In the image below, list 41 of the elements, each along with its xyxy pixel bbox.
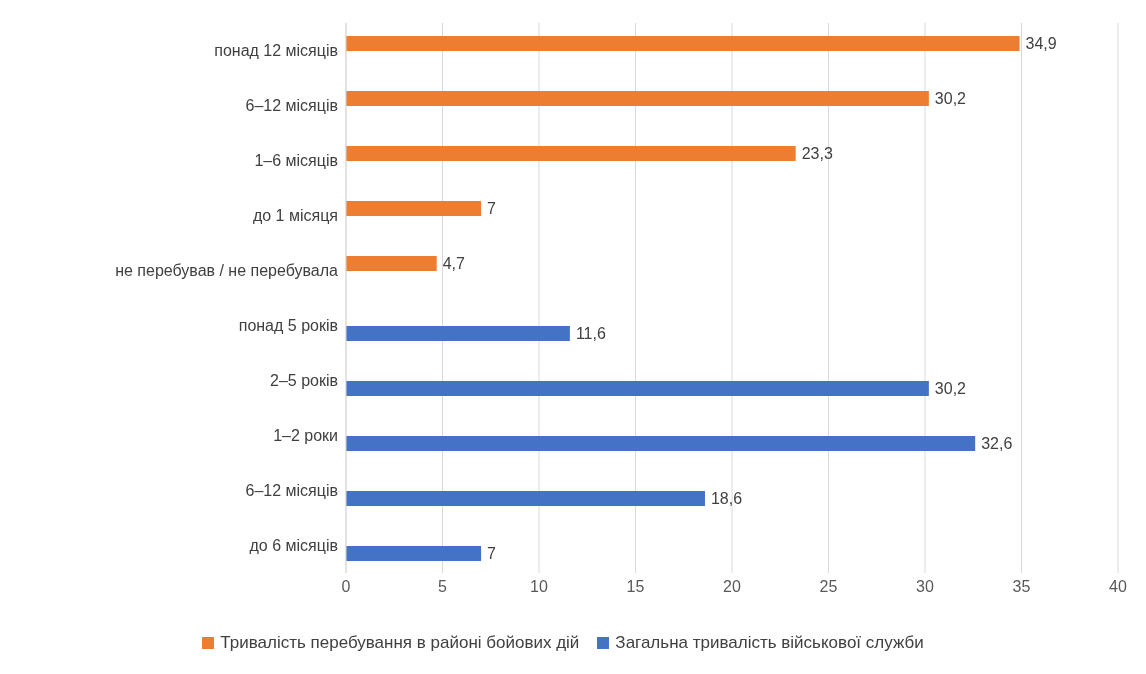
data-label: 11,6 bbox=[575, 325, 606, 342]
y-tick-label: 1–2 роки bbox=[273, 427, 338, 445]
y-tick-label: 6–12 місяців bbox=[245, 482, 338, 500]
x-tick-label: 15 bbox=[626, 578, 645, 596]
bar bbox=[346, 91, 929, 106]
y-tick-label: до 6 місяців bbox=[249, 537, 338, 555]
data-label: 7 bbox=[487, 545, 497, 562]
bar bbox=[346, 146, 796, 161]
y-tick-label: понад 12 місяців bbox=[214, 42, 338, 60]
bar bbox=[346, 381, 929, 396]
bar bbox=[346, 36, 1020, 51]
y-tick-label: не перебував / не перебувала bbox=[115, 262, 339, 280]
x-tick-label: 30 bbox=[916, 578, 934, 596]
y-tick-label: 6–12 місяців bbox=[245, 97, 338, 115]
bar bbox=[346, 201, 482, 216]
x-tick-label: 10 bbox=[530, 578, 548, 596]
data-label: 30,2 bbox=[934, 380, 967, 397]
data-label: 34,9 bbox=[1025, 35, 1057, 52]
bar bbox=[346, 491, 705, 506]
legend-label: Тривалість перебування в районі бойових дій bbox=[219, 633, 580, 653]
x-tick-label: 35 bbox=[1012, 578, 1031, 596]
x-tick-label: 0 bbox=[341, 578, 351, 596]
x-tick-label: 40 bbox=[1109, 578, 1127, 596]
bar bbox=[346, 436, 976, 451]
y-tick-label: до 1 місяця bbox=[252, 207, 338, 225]
data-label: 18,6 bbox=[710, 490, 743, 507]
y-tick-label: 2–5 років bbox=[270, 372, 338, 390]
x-tick-label: 5 bbox=[438, 578, 448, 596]
data-label: 7 bbox=[487, 200, 497, 217]
data-label: 23,3 bbox=[801, 145, 833, 162]
bar bbox=[346, 546, 482, 561]
data-label: 30,2 bbox=[934, 90, 967, 107]
x-tick-label: 25 bbox=[819, 578, 838, 596]
data-label: 4,7 bbox=[442, 255, 466, 272]
bar bbox=[346, 256, 437, 271]
y-tick-label: 1–6 місяців bbox=[254, 152, 338, 170]
legend-label: Загальна тривалість військової служби bbox=[614, 633, 924, 653]
bar bbox=[346, 326, 570, 341]
y-tick-label: понад 5 років bbox=[238, 317, 338, 335]
data-label: 32,6 bbox=[981, 435, 1013, 452]
x-tick-label: 20 bbox=[723, 578, 741, 596]
